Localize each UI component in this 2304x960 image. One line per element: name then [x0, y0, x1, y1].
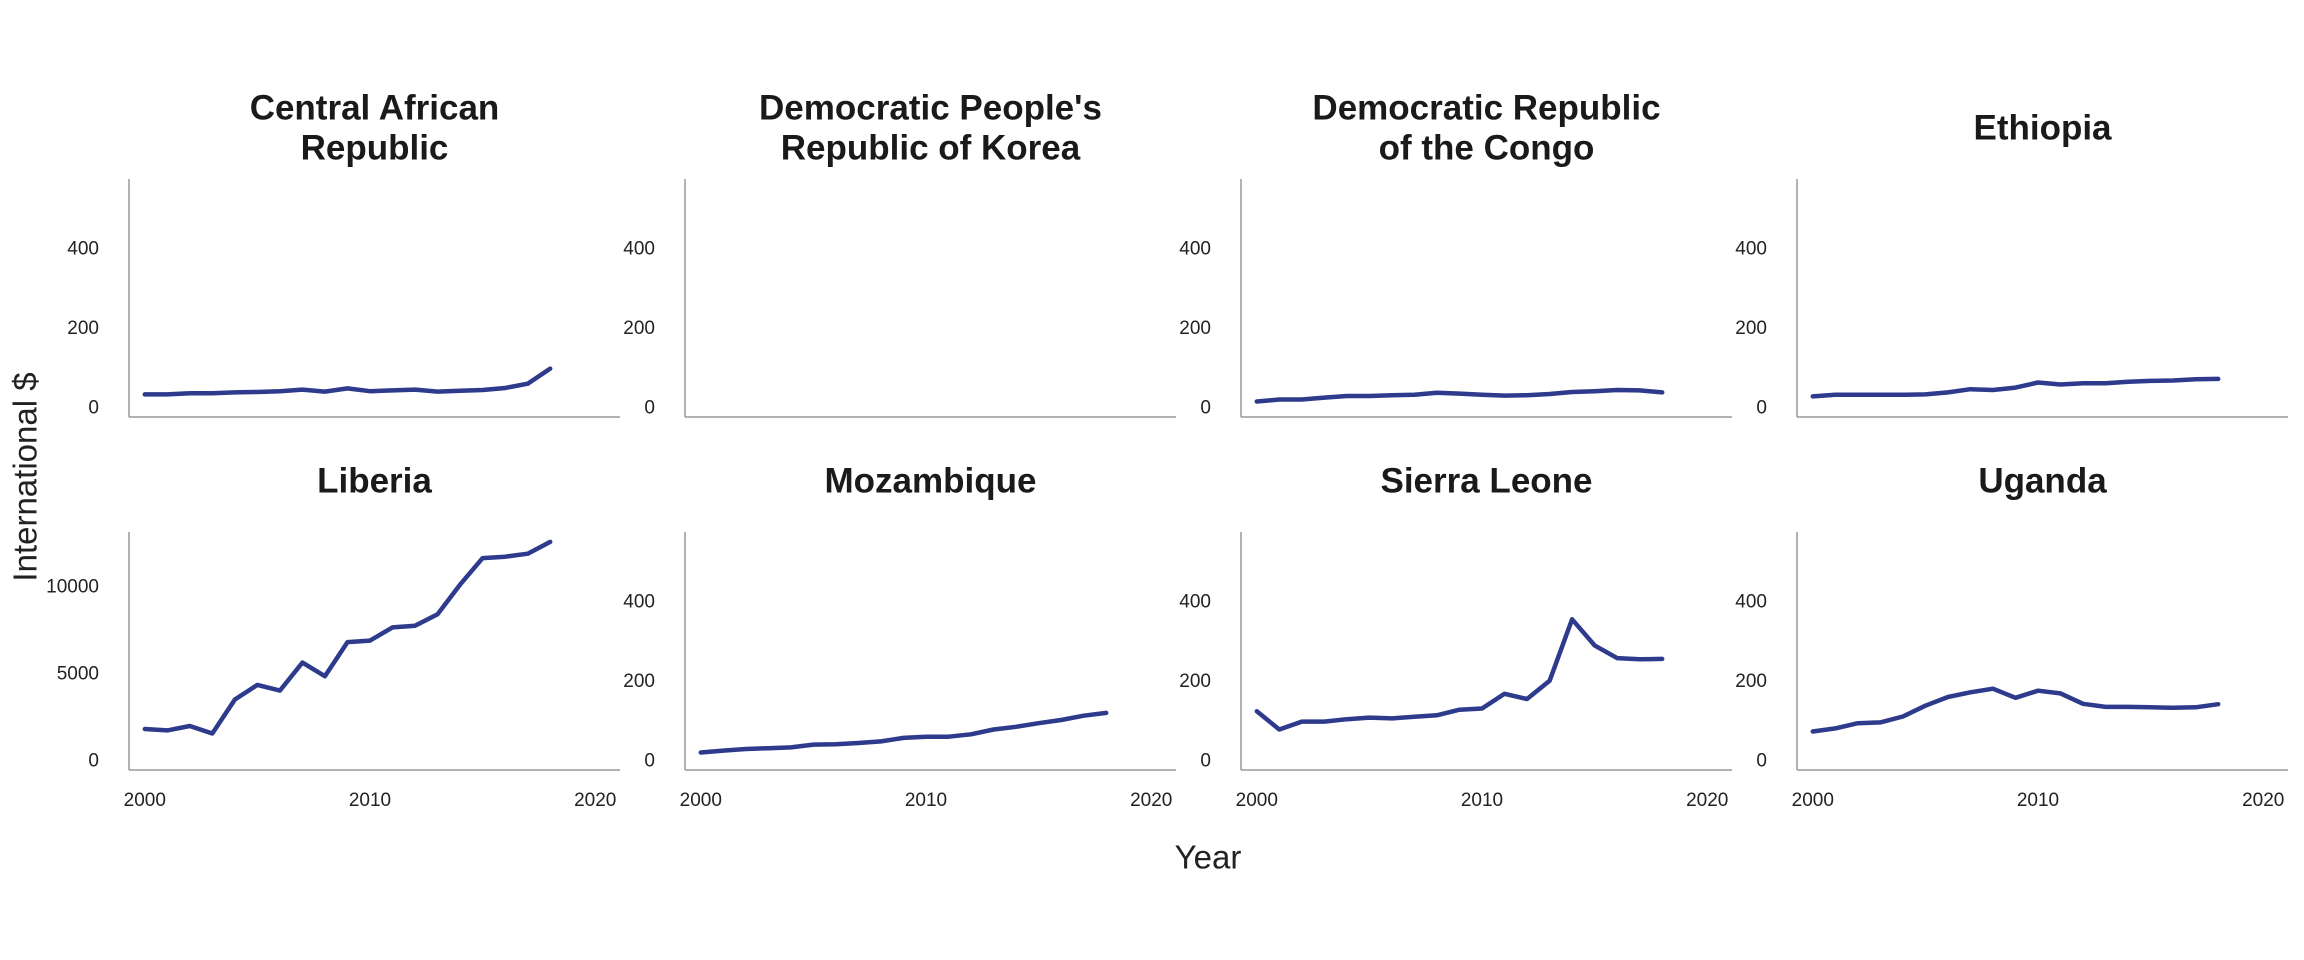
- y-tick-label: 200: [1735, 318, 1767, 339]
- x-tick-label: 2010: [905, 790, 947, 811]
- y-tick-label: 200: [623, 318, 655, 339]
- y-tick-label: 0: [1200, 397, 1211, 418]
- x-tick-label: 2010: [2017, 790, 2059, 811]
- y-tick-label: 0: [644, 750, 655, 771]
- x-axis-title: Year: [1175, 839, 1242, 876]
- y-tick-label: 400: [1735, 592, 1767, 613]
- x-tick-label: 2020: [574, 790, 616, 811]
- y-tick-label: 400: [1179, 592, 1211, 613]
- y-tick-label: 200: [67, 318, 99, 339]
- y-tick-label: 0: [88, 750, 99, 771]
- x-tick-label: 2010: [349, 790, 391, 811]
- panel-title: Democratic Republic: [1312, 88, 1660, 127]
- panel-title: Uganda: [1978, 461, 2107, 500]
- y-tick-label: 200: [1179, 671, 1211, 692]
- x-tick-label: 2020: [1686, 790, 1728, 811]
- data-line: [1254, 617, 1665, 732]
- y-tick-label: 200: [623, 671, 655, 692]
- y-tick-label: 200: [1735, 671, 1767, 692]
- panel-title: Sierra Leone: [1380, 461, 1592, 500]
- x-tick-label: 2020: [1130, 790, 1172, 811]
- y-tick-label: 0: [88, 397, 99, 418]
- y-tick-label: 400: [1179, 239, 1211, 260]
- panel-title: Mozambique: [825, 461, 1037, 500]
- x-tick-label: 2000: [1236, 790, 1278, 811]
- data-line: [142, 366, 553, 397]
- x-tick-label: 2000: [680, 790, 722, 811]
- y-tick-label: 0: [1756, 750, 1767, 771]
- panel-title: of the Congo: [1379, 128, 1595, 167]
- y-tick-label: 400: [623, 239, 655, 260]
- y-tick-label: 400: [623, 592, 655, 613]
- y-tick-label: 400: [1735, 239, 1767, 260]
- data-line: [142, 539, 553, 736]
- y-axis-title: International $: [7, 372, 44, 581]
- data-line: [1254, 387, 1665, 404]
- panel-title: Democratic People's: [759, 88, 1102, 127]
- data-line: [1810, 686, 2221, 734]
- y-tick-label: 10000: [46, 577, 99, 598]
- panel-title: Ethiopia: [1973, 108, 2112, 147]
- panel-title: Republic: [301, 128, 449, 167]
- panel-title: Republic of Korea: [781, 128, 1081, 167]
- y-tick-label: 200: [1179, 318, 1211, 339]
- data-line: [1810, 376, 2221, 399]
- x-tick-label: 2020: [2242, 790, 2284, 811]
- x-tick-label: 2010: [1461, 790, 1503, 811]
- x-tick-label: 2000: [124, 790, 166, 811]
- y-tick-label: 0: [1200, 750, 1211, 771]
- data-line: [698, 710, 1109, 755]
- panel-title: Central African: [250, 88, 500, 127]
- y-tick-label: 5000: [57, 663, 99, 684]
- panel-title: Liberia: [317, 461, 432, 500]
- y-tick-label: 0: [1756, 397, 1767, 418]
- x-tick-label: 2000: [1792, 790, 1834, 811]
- y-tick-label: 0: [644, 397, 655, 418]
- y-tick-label: 400: [67, 239, 99, 260]
